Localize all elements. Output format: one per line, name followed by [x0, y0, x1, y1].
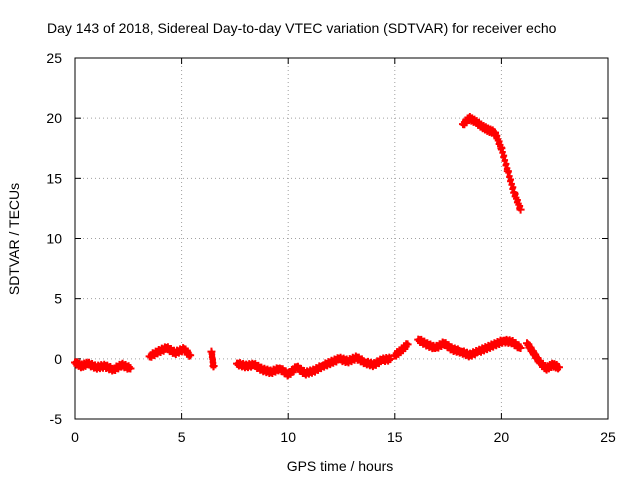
x-tick-label: 15 — [387, 429, 403, 445]
y-axis-label: SDTVAR / TECUs — [6, 183, 22, 295]
data-point — [209, 362, 218, 371]
y-tick-label: 0 — [54, 351, 62, 367]
y-tick-label: 5 — [54, 291, 62, 307]
data-point — [516, 205, 525, 214]
data-point — [186, 351, 195, 360]
data-points — [71, 113, 563, 380]
ticks: 0 5 10 15 20 25 -5 0 5 10 15 20 25 — [46, 50, 616, 445]
y-tick-label: -5 — [50, 411, 63, 427]
y-tick-label: 15 — [46, 170, 62, 186]
x-tick-label: 5 — [178, 429, 186, 445]
x-axis-label: GPS time / hours — [287, 458, 394, 474]
y-tick-label: 20 — [46, 110, 62, 126]
data-point — [126, 364, 135, 373]
grid — [75, 58, 608, 419]
x-tick-label: 10 — [280, 429, 296, 445]
data-point — [516, 344, 525, 353]
y-tick-label: 25 — [46, 50, 62, 66]
data-point — [554, 363, 563, 372]
data-point — [403, 340, 412, 349]
chart-title: Day 143 of 2018, Sidereal Day-to-day VTE… — [47, 20, 557, 36]
x-tick-label: 25 — [600, 429, 616, 445]
x-tick-label: 20 — [494, 429, 510, 445]
y-tick-label: 10 — [46, 231, 62, 247]
data-point — [386, 354, 395, 363]
x-tick-label: 0 — [71, 429, 79, 445]
